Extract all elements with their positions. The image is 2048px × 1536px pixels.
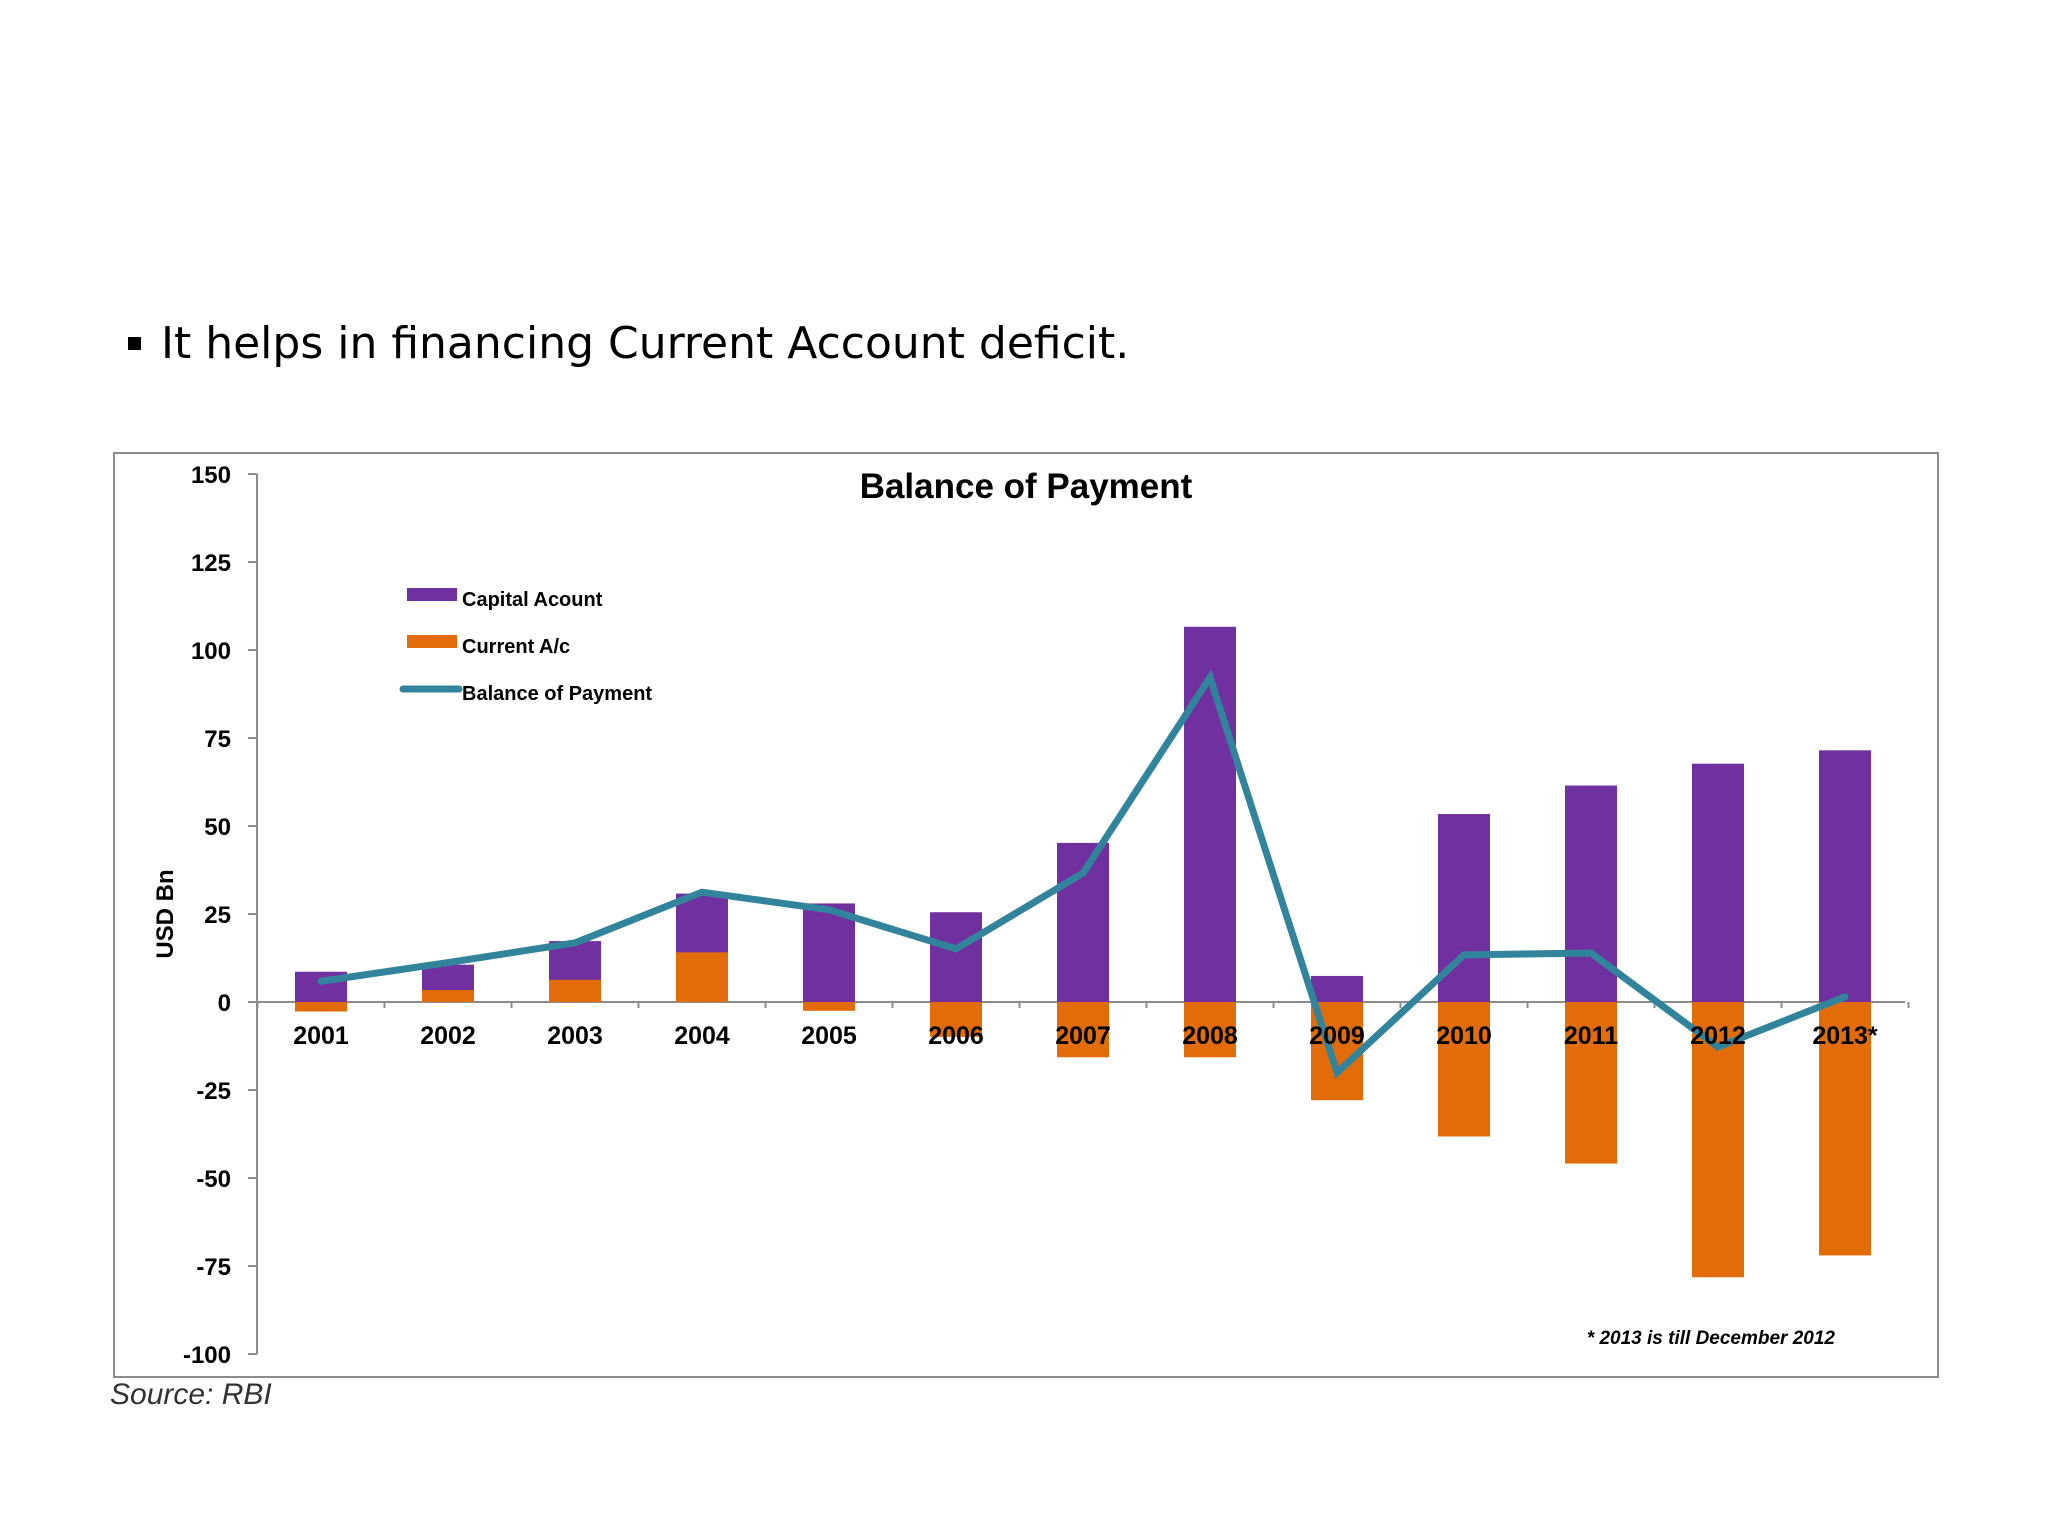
x-tick-label: 2005 <box>801 1022 857 1050</box>
bop-chart: 150 125 100 75 50 25 0 -25 -50 -75 -100 USD Bn Bala… <box>152 462 1910 1369</box>
current-account-bar <box>1184 1002 1236 1058</box>
balance-of-payment-point <box>1463 953 1465 956</box>
current-account-bar <box>422 990 474 1002</box>
y-tick-label: -75 <box>196 1254 231 1281</box>
x-tick-label: 2011 <box>1564 1022 1618 1050</box>
capital-account-bar <box>1692 763 1744 1002</box>
bullet-text: It helps in financing Current Account de… <box>161 318 1130 369</box>
bullet-square-icon <box>128 337 141 350</box>
y-tick-label: -100 <box>183 1342 231 1369</box>
current-account-bar <box>1819 1002 1871 1256</box>
balance-of-payment-point <box>828 908 830 911</box>
balance-of-payment-point <box>1082 872 1084 875</box>
balance-of-payment-point <box>1209 676 1211 679</box>
balance-of-payment-point <box>1336 1071 1338 1074</box>
balance-of-payment-point <box>574 941 576 944</box>
current-account-bar <box>676 952 728 1002</box>
chart-title: Balance of Payment <box>860 467 1193 506</box>
y-tick-label: -25 <box>196 1078 231 1105</box>
balance-of-payment-point <box>955 947 957 950</box>
y-tick-label: 50 <box>204 814 231 841</box>
source-note: Source: RBI <box>110 1378 272 1411</box>
current-account-bar <box>1057 1002 1109 1058</box>
legend-label-capital: Capital Acount <box>462 589 603 611</box>
balance-of-payment-point <box>447 961 449 964</box>
y-tick-label: 75 <box>204 726 231 753</box>
balance-of-payment-point <box>1717 1046 1719 1049</box>
x-tick-label: 2008 <box>1182 1022 1238 1050</box>
y-tick-label: 25 <box>204 902 231 929</box>
capital-account-bar <box>803 903 855 1002</box>
bullet-point: It helps in financing Current Account de… <box>128 318 1129 369</box>
y-axis-label: USD Bn <box>152 869 179 958</box>
y-tick-label: 0 <box>218 990 231 1017</box>
x-tick-label: 2009 <box>1309 1022 1365 1050</box>
capital-account-bar <box>1311 975 1363 1002</box>
legend-label-current: Current A/c <box>462 636 570 658</box>
bars-group <box>295 626 1871 1278</box>
capital-account-bar <box>930 912 982 1002</box>
x-tick-label: 2013* <box>1812 1022 1878 1050</box>
balance-of-payment-point <box>320 980 322 983</box>
balance-of-payment-point <box>701 891 703 894</box>
x-tick-label: 2010 <box>1436 1022 1492 1050</box>
current-account-bar <box>1438 1002 1490 1137</box>
current-account-bar <box>1565 1002 1617 1164</box>
legend-swatch-capital <box>407 588 457 601</box>
x-tick-label: 2003 <box>547 1022 603 1050</box>
axes-group: 150 125 100 75 50 25 0 -25 -50 -75 -100 USD Bn <box>152 462 1910 1369</box>
chart-annotation: * 2013 is till December 2012 <box>1587 1328 1836 1349</box>
y-tick-label: 150 <box>191 462 231 489</box>
y-tick-label: 125 <box>191 550 231 577</box>
x-tick-label: 2012 <box>1690 1022 1746 1050</box>
capital-account-bar <box>1184 626 1236 1002</box>
x-tick-label: 2002 <box>420 1022 476 1050</box>
current-account-bar <box>930 1002 982 1037</box>
balance-of-payment-point <box>1590 952 1592 955</box>
current-account-bar <box>803 1002 855 1011</box>
legend-group: Capital Acount Current A/c Balance of Paym… <box>399 588 652 705</box>
legend-swatch-current <box>407 635 457 648</box>
y-tick-label: -50 <box>196 1166 231 1193</box>
balance-of-payment-point <box>1844 995 1846 998</box>
line-group <box>317 669 1849 1080</box>
capital-account-bar <box>1819 750 1871 1002</box>
current-account-bar <box>549 979 601 1002</box>
y-tick-label: 100 <box>191 638 231 665</box>
current-account-bar <box>295 1002 347 1012</box>
x-tick-label: 2004 <box>674 1022 730 1050</box>
chart-frame: 150 125 100 75 50 25 0 -25 -50 -75 -100 USD Bn Bala… <box>113 452 1939 1378</box>
legend-label-bop: Balance of Payment <box>462 683 652 705</box>
labels-group: Balance of Payment 2001 2002 2003 2004 2005 20… <box>293 467 1878 1349</box>
x-tick-label: 2007 <box>1055 1022 1111 1050</box>
x-tick-label: 2001 <box>293 1022 349 1050</box>
x-tick-label: 2006 <box>928 1022 984 1050</box>
